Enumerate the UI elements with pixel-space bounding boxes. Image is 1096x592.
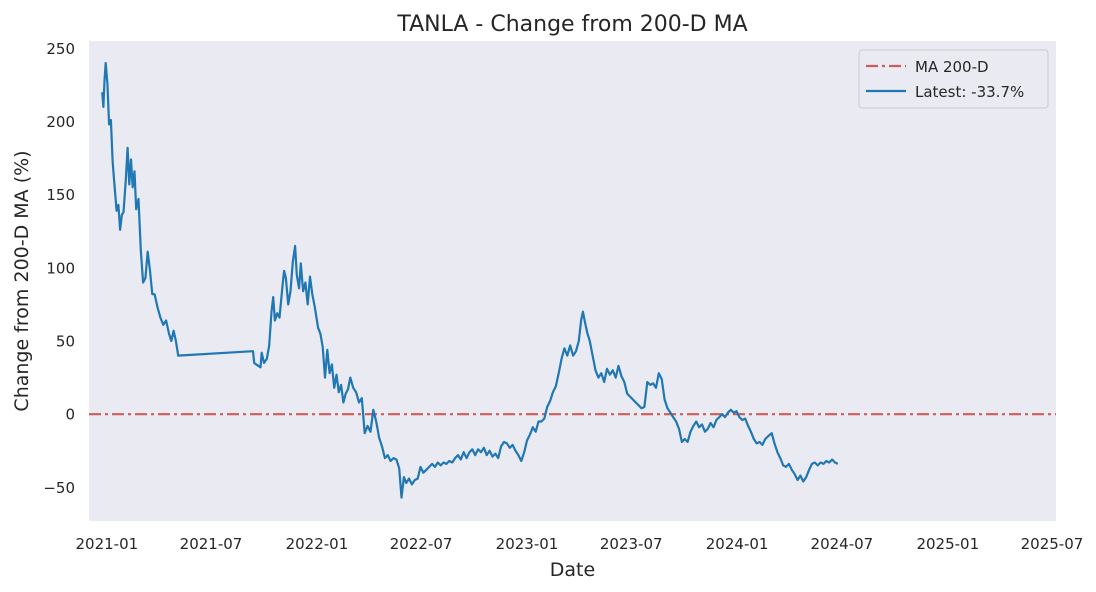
- x-tick-label: 2025-01: [916, 535, 979, 553]
- series-line: [101, 61, 839, 499]
- plot-area: [89, 41, 1056, 521]
- y-tick-labels: −50 0 50 100 150 200 250: [43, 40, 75, 497]
- x-tick-label: 2022-01: [286, 535, 349, 553]
- x-tick-label: 2025-07: [1021, 535, 1084, 553]
- x-tick-label: 2024-01: [706, 535, 769, 553]
- y-tick-label: 0: [65, 406, 75, 424]
- y-tick-label: 200: [46, 113, 75, 131]
- x-tick-label: 2023-01: [496, 535, 559, 553]
- x-tick-label: 2021-07: [180, 535, 243, 553]
- x-tick-label: 2021-01: [75, 535, 138, 553]
- y-tick-label: −50: [43, 479, 75, 497]
- y-tick-label: 150: [46, 186, 75, 204]
- legend-box: [858, 49, 1049, 109]
- legend-latest-label: Latest: -33.7%: [915, 83, 1024, 101]
- y-axis-label: Change from 200-D MA (%): [11, 150, 33, 411]
- y-tick-label: 100: [46, 259, 75, 277]
- x-tick-label: 2023-07: [600, 535, 663, 553]
- x-tick-labels: 2021-01 2021-07 2022-01 2022-07 2023-01 2023-…: [75, 535, 1083, 553]
- x-tick-label: 2022-07: [390, 535, 453, 553]
- x-axis-label: Date: [550, 559, 595, 581]
- y-tick-label: 50: [56, 333, 75, 351]
- legend: MA 200-D Latest: -33.7%: [858, 49, 1049, 109]
- chart-title: TANLA - Change from 200-D MA: [396, 12, 747, 37]
- legend-ma-200-label: MA 200-D: [915, 58, 989, 76]
- y-tick-label: 250: [46, 40, 75, 58]
- x-tick-label: 2024-07: [811, 535, 874, 553]
